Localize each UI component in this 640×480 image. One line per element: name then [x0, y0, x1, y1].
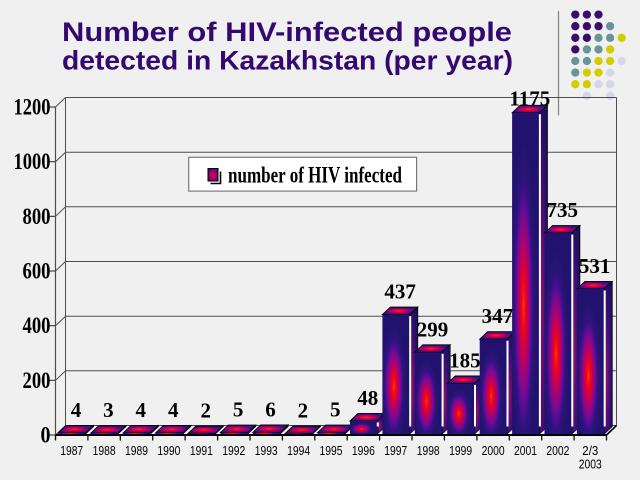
- svg-text:2003: 2003: [579, 458, 602, 472]
- svg-text:1992: 1992: [222, 444, 245, 458]
- svg-text:2000: 2000: [482, 444, 505, 458]
- svg-text:1991: 1991: [190, 444, 213, 458]
- svg-text:1000: 1000: [14, 149, 51, 174]
- svg-text:437: 437: [384, 280, 416, 304]
- svg-text:600: 600: [23, 259, 51, 284]
- svg-text:2002: 2002: [546, 444, 569, 458]
- svg-text:6: 6: [265, 397, 276, 421]
- svg-text:48: 48: [357, 386, 378, 410]
- svg-text:1993: 1993: [255, 444, 278, 458]
- svg-text:5: 5: [330, 398, 341, 422]
- svg-text:1994: 1994: [287, 444, 310, 458]
- svg-text:4: 4: [71, 398, 82, 422]
- svg-text:2: 2: [298, 399, 309, 423]
- svg-text:1988: 1988: [93, 444, 116, 458]
- svg-text:531: 531: [579, 254, 611, 278]
- svg-text:1200: 1200: [14, 95, 51, 120]
- svg-text:1998: 1998: [417, 444, 440, 458]
- svg-text:2/3: 2/3: [582, 444, 598, 458]
- svg-text:347: 347: [482, 304, 514, 328]
- svg-text:1989: 1989: [125, 444, 148, 458]
- svg-text:5: 5: [233, 398, 244, 422]
- svg-text:2: 2: [200, 399, 211, 423]
- svg-text:1990: 1990: [157, 444, 180, 458]
- svg-text:Number of HIV-infected people: Number of HIV-infected people: [62, 17, 512, 47]
- svg-text:800: 800: [23, 204, 51, 229]
- svg-text:200: 200: [23, 368, 51, 393]
- svg-text:1996: 1996: [352, 444, 375, 458]
- svg-text:3: 3: [103, 398, 114, 422]
- svg-text:2001: 2001: [514, 444, 537, 458]
- svg-text:735: 735: [546, 198, 578, 222]
- svg-text:1995: 1995: [320, 444, 343, 458]
- svg-text:4: 4: [136, 398, 147, 422]
- svg-text:1987: 1987: [60, 444, 83, 458]
- svg-text:1997: 1997: [384, 444, 407, 458]
- svg-text:299: 299: [417, 317, 449, 341]
- svg-text:1999: 1999: [449, 444, 472, 458]
- svg-text:0: 0: [41, 423, 51, 448]
- svg-text:1175: 1175: [509, 86, 550, 110]
- svg-text:400: 400: [23, 313, 51, 338]
- svg-text:185: 185: [449, 348, 481, 372]
- svg-text:detected in Kazakhstan (per ye: detected in Kazakhstan (per year): [62, 46, 513, 76]
- svg-text:4: 4: [168, 398, 179, 422]
- svg-text:number of HIV infected: number of HIV infected: [228, 163, 402, 188]
